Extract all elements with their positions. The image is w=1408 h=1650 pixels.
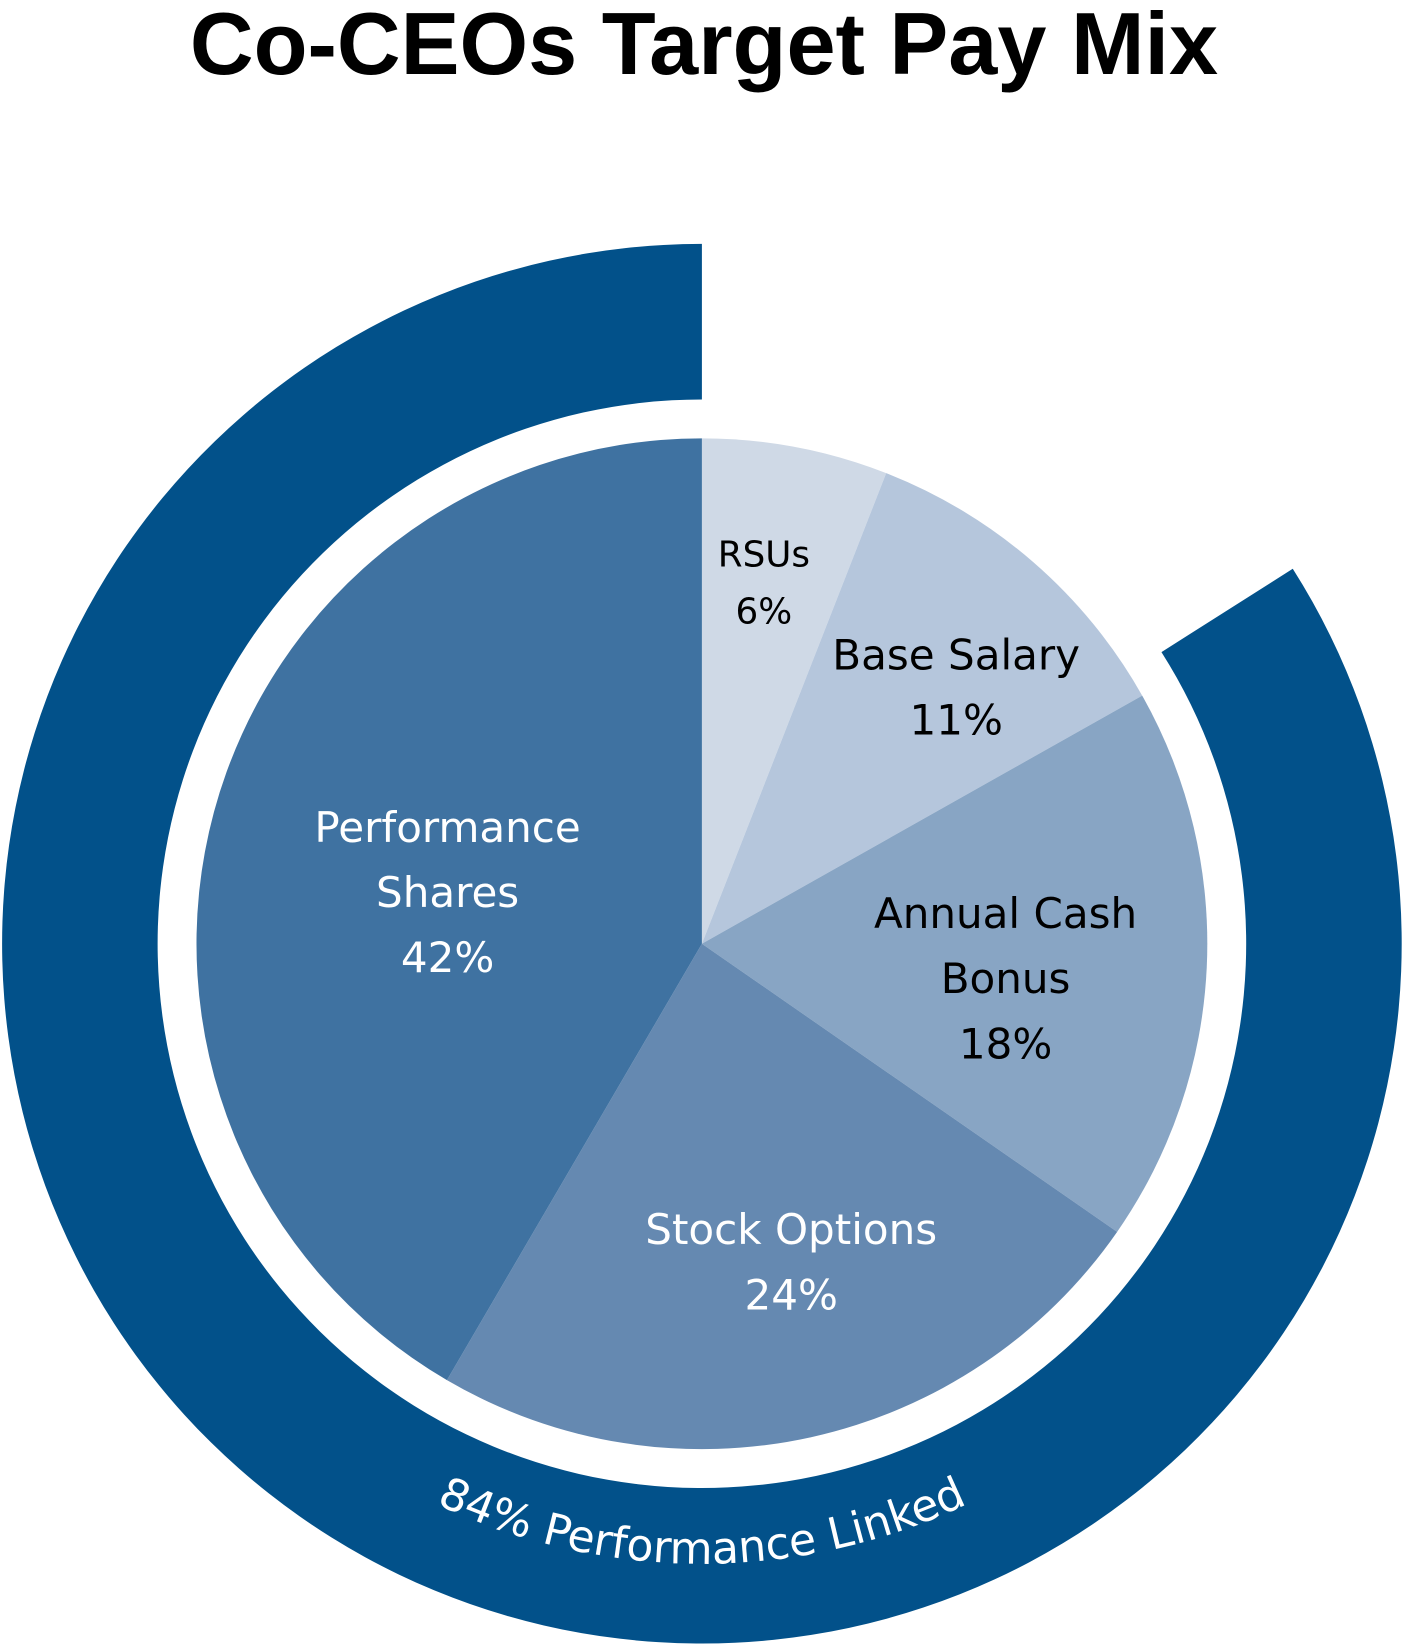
slice-label: Performance Shares 42% <box>279 788 615 998</box>
pie-slice <box>196 438 702 1381</box>
category-label: Base Salary <box>832 631 1081 680</box>
category-label: RSUs <box>717 533 811 576</box>
slice-label: RSUs 6% <box>669 478 858 688</box>
pie-slice <box>701 695 1208 1232</box>
value-label: 18% <box>958 1020 1053 1069</box>
slice-label: Annual Cash Bonus 18% <box>848 874 1163 1084</box>
slice-label-box: Base Salary 11% <box>799 583 1114 793</box>
slice-label-box: RSUs 6% <box>669 478 858 688</box>
pie-slice <box>701 473 1143 944</box>
pie-slice <box>701 438 887 944</box>
value-label: 24% <box>744 1271 838 1320</box>
category-label: Performance Shares <box>314 803 581 918</box>
slice-label-box: Stock Options 24% <box>602 1158 980 1368</box>
category-label: Stock Options <box>645 1206 938 1255</box>
slice-label: Base Salary 11% <box>799 583 1114 793</box>
slice-label-box: Performance Shares 42% <box>279 788 615 998</box>
value-label: 11% <box>909 696 1003 746</box>
slice-label-box: Annual Cash Bonus 18% <box>848 874 1163 1084</box>
category-label: Annual Cash Bonus <box>874 890 1138 1004</box>
pie-slice <box>446 943 1118 1450</box>
value-label: 42% <box>400 934 495 983</box>
chart-title: Co-CEOs Target Pay Mix <box>190 0 1218 93</box>
slice-label: Stock Options 24% <box>602 1158 980 1368</box>
value-label: 6% <box>735 590 793 633</box>
